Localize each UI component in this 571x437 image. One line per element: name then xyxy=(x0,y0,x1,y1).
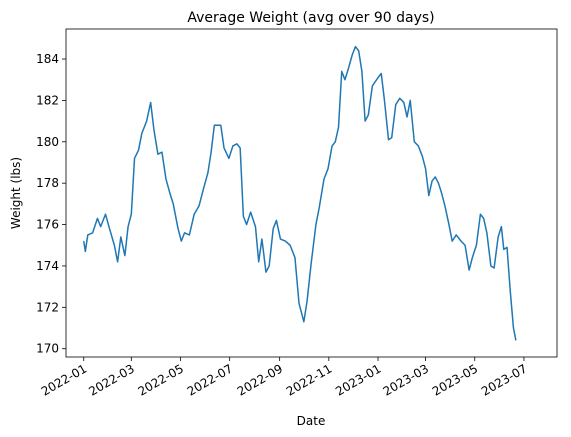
x-tick-label: 2023-07 xyxy=(479,361,529,398)
x-tick-label: 2022-07 xyxy=(185,361,235,398)
x-tick-label: 2022-03 xyxy=(86,361,136,398)
y-tick-label: 178 xyxy=(36,176,59,190)
x-axis-label: Date xyxy=(297,414,326,428)
y-tick-label: 174 xyxy=(36,259,59,273)
x-tick-label: 2023-01 xyxy=(333,361,383,398)
y-tick-label: 182 xyxy=(36,93,59,107)
line xyxy=(82,45,517,341)
chart-title: Average Weight (avg over 90 days) xyxy=(187,10,434,26)
y-tick-label: 172 xyxy=(36,300,59,314)
x-tick-label: 2022-11 xyxy=(284,361,334,398)
y-tick-label: 180 xyxy=(36,135,59,149)
x-tick-label: 2023-03 xyxy=(381,361,431,398)
y-axis-label: Weight (lbs) xyxy=(9,157,23,229)
y-tick-label: 176 xyxy=(36,218,59,232)
y-tick-label: 184 xyxy=(36,52,59,66)
x-tick-label: 2022-05 xyxy=(136,361,186,398)
x-tick-label: 2022-01 xyxy=(39,361,89,398)
x-tick-label: 2022-09 xyxy=(235,361,285,398)
x-tick-label: 2023-05 xyxy=(430,361,480,398)
y-tick-label: 170 xyxy=(36,342,59,356)
axes-frame xyxy=(65,28,558,358)
